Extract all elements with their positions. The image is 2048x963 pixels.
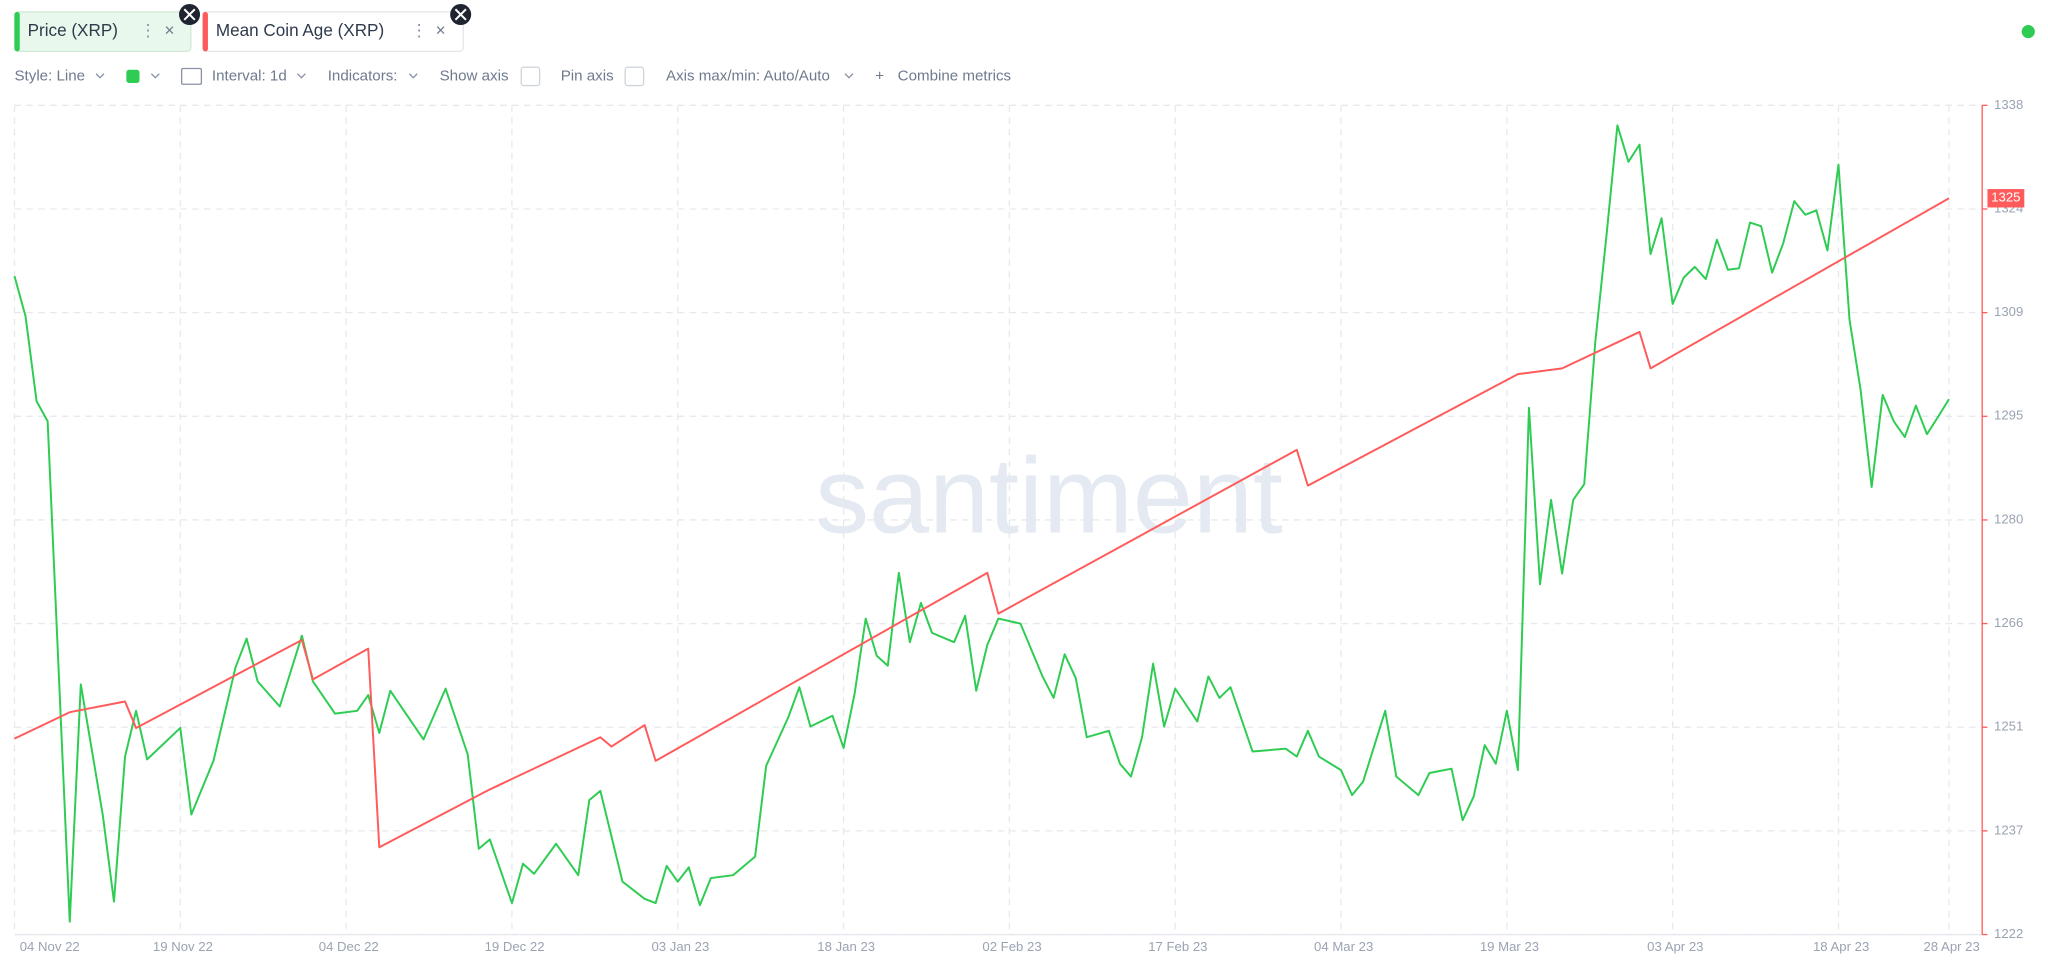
close-badge[interactable] (179, 3, 201, 26)
x-tick-label: 03 Jan 23 (651, 939, 709, 954)
checkbox[interactable] (624, 66, 645, 87)
style-select[interactable]: Style: Line (14, 67, 85, 84)
tab-close: × (165, 21, 175, 40)
x-tick-label: 04 Mar 23 (1314, 939, 1373, 954)
x-tick-label: 18 Jan 23 (817, 939, 875, 954)
x-tick-label: 19 Dec 22 (485, 939, 545, 954)
y-tick-label: 1237 (1994, 822, 2023, 837)
watermark: santiment (815, 435, 1283, 556)
interval-icon (180, 67, 203, 85)
x-tick-label: 04 Nov 22 (20, 939, 80, 954)
y-tick-label: 1338 (1994, 97, 2023, 112)
y-tick-label: 1280 (1994, 511, 2023, 526)
combine-button[interactable]: Combine metrics (898, 67, 1012, 84)
chevron (844, 73, 854, 79)
metric-tab[interactable]: Mean Coin Age (XRP) ⋮ × (202, 11, 464, 53)
plus-icon: + (875, 67, 884, 84)
pin-axis-label: Pin axis (561, 67, 614, 84)
chevron (95, 73, 105, 79)
show-axis-label: Show axis (440, 67, 509, 84)
y-tick-label: 1309 (1994, 304, 2023, 319)
tab-menu: ⋮ (411, 21, 428, 40)
chevron (408, 73, 418, 79)
y-tick-label: 1251 (1994, 719, 2023, 734)
x-tick-label: 03 Apr 23 (1647, 939, 1703, 954)
x-tick-label: 04 Dec 22 (319, 939, 379, 954)
indicators-select[interactable]: Indicators: (328, 67, 398, 84)
y-tick-label: 1222 (1994, 926, 2023, 941)
last-value-label: 1325 (1991, 190, 2020, 205)
series-line (13, 124, 1950, 923)
checkbox[interactable] (520, 66, 541, 87)
x-tick-label: 19 Mar 23 (1480, 939, 1539, 954)
chevron (150, 73, 160, 79)
x-tick-label: 02 Feb 23 (982, 939, 1041, 954)
x-tick-label: 18 Apr 23 (1813, 939, 1869, 954)
interval-select[interactable]: Interval: 1d (212, 67, 287, 84)
y-tick-label: 1295 (1994, 408, 2023, 423)
tab-menu: ⋮ (140, 21, 157, 40)
series-line (14, 197, 1950, 849)
color-picker[interactable] (126, 69, 140, 83)
status-dot (2021, 25, 2035, 39)
axis-minmax-select[interactable]: Axis max/min: Auto/Auto (666, 67, 830, 84)
toolbar: Style: Line Interval: 1d Indicators: Sho… (14, 66, 1012, 87)
x-tick-label: 19 Nov 22 (153, 939, 213, 954)
chevron (296, 73, 306, 79)
last-value-badge (1987, 189, 2025, 208)
x-tick-label: 17 Feb 23 (1148, 939, 1207, 954)
tab-label: Price (XRP) (28, 21, 118, 40)
metric-tab[interactable]: Price (XRP) ⋮ × (13, 11, 192, 53)
tab-label: Mean Coin Age (XRP) (216, 21, 384, 40)
close-badge[interactable] (450, 3, 472, 26)
y-tick-label: 1266 (1994, 615, 2023, 630)
x-tick-label: 28 Apr 23 (1923, 939, 1979, 954)
tab-close: × (436, 21, 446, 40)
